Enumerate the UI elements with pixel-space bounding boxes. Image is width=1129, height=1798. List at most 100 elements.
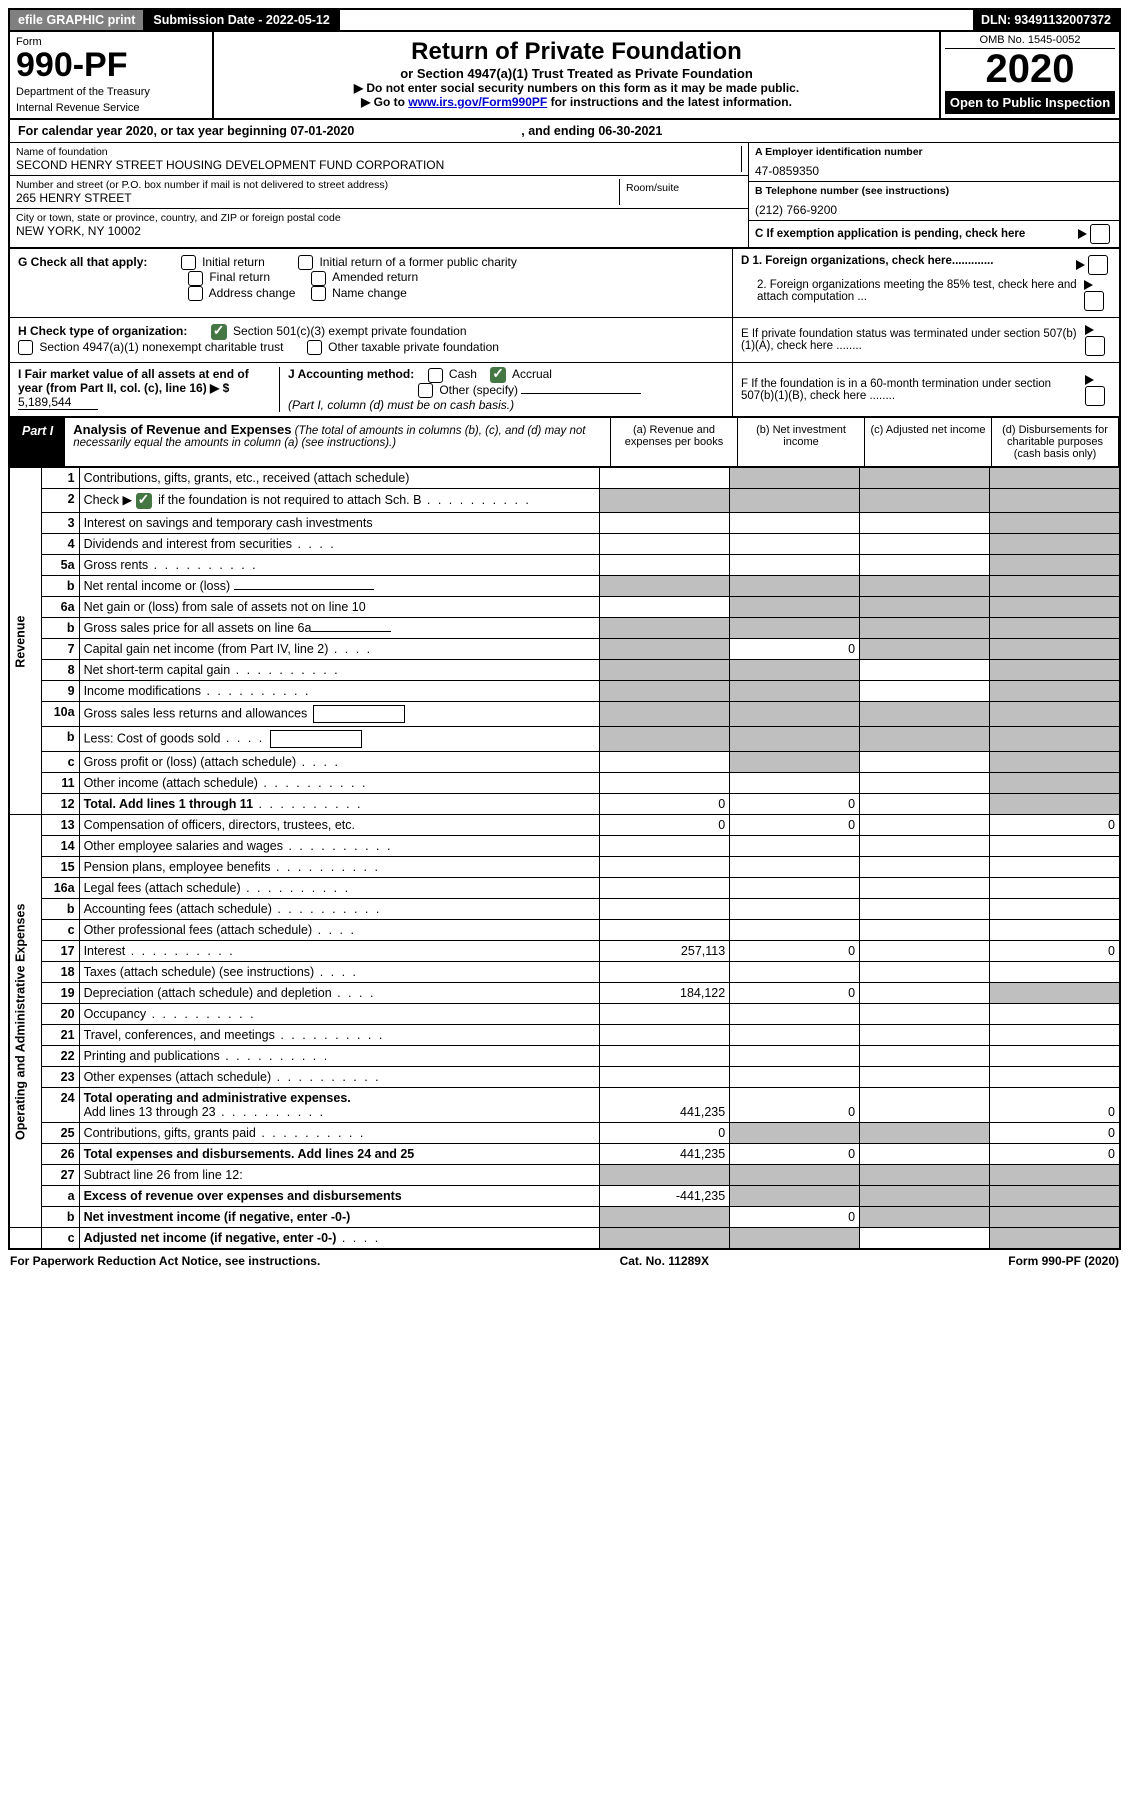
form-title: Return of Private Foundation xyxy=(224,38,929,66)
city-row: City or town, state or province, country… xyxy=(10,209,748,241)
d-section: D 1. Foreign organizations, check here..… xyxy=(732,249,1119,317)
j-accrual-checkbox[interactable] xyxy=(490,367,506,383)
row-13-col-a: 0 xyxy=(600,815,730,836)
g-name-change-checkbox[interactable] xyxy=(311,286,326,301)
e-label: E If private foundation status was termi… xyxy=(741,328,1085,352)
j-cash-checkbox[interactable] xyxy=(428,368,443,383)
row-num: 12 xyxy=(41,794,79,815)
f-checkbox[interactable] xyxy=(1085,386,1105,406)
c-checkbox[interactable] xyxy=(1090,224,1110,244)
row-num: b xyxy=(41,727,79,752)
row-num: 5a xyxy=(41,555,79,576)
arrow-icon xyxy=(1085,325,1094,335)
submission-date-label: Submission Date - 2022-05-12 xyxy=(145,10,339,30)
h-4947-checkbox[interactable] xyxy=(18,340,33,355)
row-num: 16a xyxy=(41,878,79,899)
h-other-taxable-checkbox[interactable] xyxy=(307,340,322,355)
instruction-1: ▶ Do not enter social security numbers o… xyxy=(224,81,929,95)
row-7-desc: Capital gain net income (from Part IV, l… xyxy=(79,639,600,660)
header-right: OMB No. 1545-0052 2020 Open to Public In… xyxy=(941,32,1119,118)
row-num: 2 xyxy=(41,489,79,513)
row-27c-desc: Adjusted net income (if negative, enter … xyxy=(79,1228,600,1250)
row-25-col-d: 0 xyxy=(990,1123,1120,1144)
dept-treasury: Department of the Treasury xyxy=(16,86,206,98)
g-initial-return-checkbox[interactable] xyxy=(181,255,196,270)
cat-number: Cat. No. 11289X xyxy=(620,1254,709,1268)
calrow-pre: For calendar year 2020, or tax year begi… xyxy=(18,124,290,138)
address-row: Number and street (or P.O. box number if… xyxy=(10,176,748,209)
row-8-desc: Net short-term capital gain xyxy=(79,660,600,681)
row-13-col-b: 0 xyxy=(730,815,860,836)
address-label: Number and street (or P.O. box number if… xyxy=(16,179,619,191)
tax-year-begin: 07-01-2020 xyxy=(290,124,354,138)
row-9-desc: Income modifications xyxy=(79,681,600,702)
g-amended-checkbox[interactable] xyxy=(311,271,326,286)
g-o1: Initial return xyxy=(202,255,265,269)
row-18-desc: Taxes (attach schedule) (see instruction… xyxy=(79,962,600,983)
header-left: Form 990-PF Department of the Treasury I… xyxy=(10,32,214,118)
row-22-desc: Printing and publications xyxy=(79,1046,600,1067)
g-final-return-checkbox[interactable] xyxy=(188,271,203,286)
c-label: C If exemption application is pending, c… xyxy=(755,228,1025,240)
g-initial-former-checkbox[interactable] xyxy=(298,255,313,270)
arrow-icon xyxy=(1076,260,1085,270)
h-label: H Check type of organization: xyxy=(18,324,187,338)
city-state-zip: NEW YORK, NY 10002 xyxy=(16,224,742,238)
col-a-header: (a) Revenue and expenses per books xyxy=(610,418,737,466)
irs-label: Internal Revenue Service xyxy=(16,102,206,114)
d1-checkbox[interactable] xyxy=(1088,255,1108,275)
row-11-desc: Other income (attach schedule) xyxy=(79,773,600,794)
row-27-desc: Subtract line 26 from line 12: xyxy=(79,1165,600,1186)
e-checkbox[interactable] xyxy=(1085,336,1105,356)
calrow-mid: , and ending xyxy=(521,124,598,138)
tax-year-end: 06-30-2021 xyxy=(598,124,662,138)
row-num: 6a xyxy=(41,597,79,618)
phone-cell: B Telephone number (see instructions) (2… xyxy=(749,182,1119,221)
row-num: 10a xyxy=(41,702,79,727)
h-section: H Check type of organization: Section 50… xyxy=(10,318,732,362)
arrow-icon xyxy=(1084,280,1093,290)
row-num: 20 xyxy=(41,1004,79,1025)
revenue-side-label: Revenue xyxy=(9,468,41,815)
row-24-col-d: 0 xyxy=(990,1088,1120,1123)
row-num: 11 xyxy=(41,773,79,794)
row-26-col-b: 0 xyxy=(730,1144,860,1165)
d1-label: D 1. Foreign organizations, check here..… xyxy=(741,255,993,275)
column-headers: (a) Revenue and expenses per books (b) N… xyxy=(610,418,1119,466)
part-1-title: Analysis of Revenue and Expenses xyxy=(73,422,291,437)
row-10c-desc: Gross profit or (loss) (attach schedule) xyxy=(79,752,600,773)
j-note: (Part I, column (d) must be on cash basi… xyxy=(288,398,514,412)
efile-print-button[interactable]: efile GRAPHIC print xyxy=(10,10,145,30)
g-o4: Amended return xyxy=(332,270,418,284)
instruction-2: ▶ Go to www.irs.gov/Form990PF for instru… xyxy=(224,95,929,109)
irs-link[interactable]: www.irs.gov/Form990PF xyxy=(408,95,547,109)
row-12-desc: Total. Add lines 1 through 11 xyxy=(79,794,600,815)
f-section: F If the foundation is in a 60-month ter… xyxy=(732,363,1119,416)
sch-b-checkbox[interactable] xyxy=(136,493,152,509)
foundation-name: SECOND HENRY STREET HOUSING DEVELOPMENT … xyxy=(16,158,741,172)
open-to-public: Open to Public Inspection xyxy=(945,91,1115,114)
row-17-col-d: 0 xyxy=(990,941,1120,962)
row-num: b xyxy=(41,576,79,597)
ein-cell: A Employer identification number 47-0859… xyxy=(749,143,1119,182)
h-501c3-checkbox[interactable] xyxy=(211,324,227,340)
form-number: 990-PF xyxy=(16,48,206,82)
part-1-tag: Part I xyxy=(10,418,65,466)
d2-checkbox[interactable] xyxy=(1084,291,1104,311)
row-24-desc: Total operating and administrative expen… xyxy=(79,1088,600,1123)
form-header: Form 990-PF Department of the Treasury I… xyxy=(8,32,1121,120)
col-b-header: (b) Net investment income xyxy=(737,418,864,466)
g-address-change-checkbox[interactable] xyxy=(188,286,203,301)
row-23-desc: Other expenses (attach schedule) xyxy=(79,1067,600,1088)
row-16c-desc: Other professional fees (attach schedule… xyxy=(79,920,600,941)
row-num: 23 xyxy=(41,1067,79,1088)
row-27a-desc: Excess of revenue over expenses and disb… xyxy=(79,1186,600,1207)
form-ref: Form 990-PF (2020) xyxy=(1008,1254,1119,1268)
j-other-checkbox[interactable] xyxy=(418,383,433,398)
row-num: b xyxy=(41,899,79,920)
row-num: c xyxy=(41,752,79,773)
f-label: F If the foundation is in a 60-month ter… xyxy=(741,378,1085,402)
row-num: 3 xyxy=(41,513,79,534)
name-row: Name of foundation SECOND HENRY STREET H… xyxy=(10,143,748,176)
row-24-col-b: 0 xyxy=(730,1088,860,1123)
